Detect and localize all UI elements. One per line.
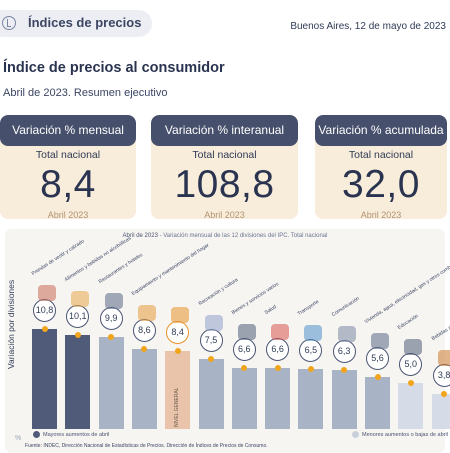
value-label: 3,8 — [432, 363, 450, 387]
y-axis-label: Variación por divisiones — [6, 279, 16, 369]
bar-marker — [108, 333, 115, 340]
division-icon — [171, 306, 190, 323]
division-icon — [337, 326, 356, 343]
card-title: Variación % mensual — [0, 115, 136, 146]
bar-marker — [307, 365, 314, 372]
bar-marker — [74, 332, 81, 339]
bar — [398, 382, 424, 429]
bar-marker — [341, 367, 348, 374]
division-icon — [104, 292, 123, 309]
bar-marker — [208, 356, 214, 363]
place-date: Buenos Aires, 12 de mayo de 2023 — [290, 21, 446, 32]
value-label: 5,6 — [366, 346, 389, 370]
value-label: 8,4 — [166, 320, 190, 344]
y-tick-label: % — [15, 435, 22, 442]
card-period: Abril 2023 — [47, 210, 89, 219]
value-label: 6,6 — [266, 337, 290, 361]
division-icon — [304, 324, 323, 341]
value-label: 6,5 — [299, 338, 323, 362]
value-label: 7,5 — [199, 329, 223, 353]
card-subtitle: Total nacional — [35, 149, 101, 161]
bar-marker — [441, 390, 448, 397]
card-subtitle: Total nacional — [192, 149, 257, 161]
legend-high: Mayores aumentos de abril — [33, 431, 109, 438]
bar — [231, 367, 257, 429]
division-label: Comunicación — [330, 296, 361, 319]
division-icon — [71, 291, 90, 308]
bar-marker — [174, 347, 181, 354]
card-yearly: Variación % interanual Total nacional 10… — [151, 115, 298, 219]
division-icon — [38, 284, 56, 301]
bar — [131, 349, 157, 429]
bar — [198, 359, 224, 429]
card-title: Variación % acumulada — [315, 115, 447, 146]
division-label: Educación — [397, 312, 420, 331]
bar — [365, 376, 390, 429]
card-monthly: Variación % mensual Total nacional 8,4 A… — [0, 115, 136, 219]
bar — [265, 367, 291, 429]
division-icon — [404, 338, 423, 355]
legend-high-swatch — [33, 431, 40, 438]
division-chart: Abril de 2023 - Variación mensual de las… — [5, 229, 450, 453]
section-pill: Índices de precios — [0, 10, 152, 37]
division-label: Bebidas alcohólicas y tabaco — [430, 301, 450, 342]
bar-marker — [374, 373, 381, 380]
page-subtitle: Abril de 2023. Resumen ejecutivo — [3, 87, 168, 99]
bar — [32, 328, 57, 429]
value-label: 5,0 — [399, 352, 423, 376]
division-label: Recreación y cultura — [197, 277, 239, 308]
bar — [65, 335, 91, 429]
page-title: Índice de precios al consumidor — [3, 60, 225, 76]
division-icon — [271, 323, 290, 340]
division-label: Transporte — [297, 298, 321, 317]
division-icon — [371, 332, 389, 349]
legend-high-label: Mayores aumentos de abril — [43, 431, 110, 438]
division-label: Equipamiento y mantenimiento del hogar — [130, 242, 211, 298]
card-value: 32,0 — [342, 163, 420, 206]
division-icon — [437, 349, 450, 366]
chart-title: Abril de 2023 - Variación mensual de las… — [122, 233, 328, 239]
bar — [98, 336, 124, 429]
card-period: Abril 2023 — [204, 210, 245, 219]
division-label: Vivienda, agua, electricidad, gas y otro… — [363, 255, 450, 325]
card-accumulated: Variación % acumulada Total nacional 32,… — [315, 115, 447, 219]
value-label: 10,8 — [33, 298, 56, 322]
bar — [331, 370, 357, 429]
division-label: Salud — [263, 303, 278, 316]
bar-marker — [41, 325, 48, 332]
legend-low-label: Menores aumentos o bajas de abril — [362, 431, 448, 438]
value-label: 6,3 — [332, 340, 356, 364]
bar-marker — [407, 379, 414, 386]
bar-marker — [274, 364, 281, 371]
legend-low-swatch — [352, 431, 359, 438]
price-index-icon — [2, 16, 16, 30]
bar — [165, 350, 191, 429]
bar — [431, 393, 450, 429]
division-icon — [204, 315, 223, 332]
division-icon — [237, 323, 256, 340]
legend-low: Menores aumentos o bajas de abril — [352, 431, 448, 438]
nivel-general-label: NIVEL GENERAL — [174, 387, 181, 427]
chart-source: Fuente: INDEC, Dirección Nacional de Est… — [25, 443, 268, 449]
card-value: 108,8 — [174, 163, 275, 206]
card-value: 8,4 — [40, 163, 96, 206]
value-label: 8,6 — [132, 319, 156, 343]
bar-marker — [241, 364, 248, 371]
bar-marker — [141, 346, 148, 353]
card-period: Abril 2023 — [360, 210, 402, 219]
card-subtitle: Total nacional — [348, 149, 414, 161]
card-title: Variación % interanual — [151, 115, 298, 146]
division-icon — [137, 305, 156, 322]
section-title: Índices de precios — [28, 15, 142, 30]
value-label: 6,6 — [232, 337, 256, 361]
value-label: 10,1 — [66, 305, 90, 329]
bar — [298, 368, 324, 429]
value-label: 9,9 — [99, 306, 123, 330]
